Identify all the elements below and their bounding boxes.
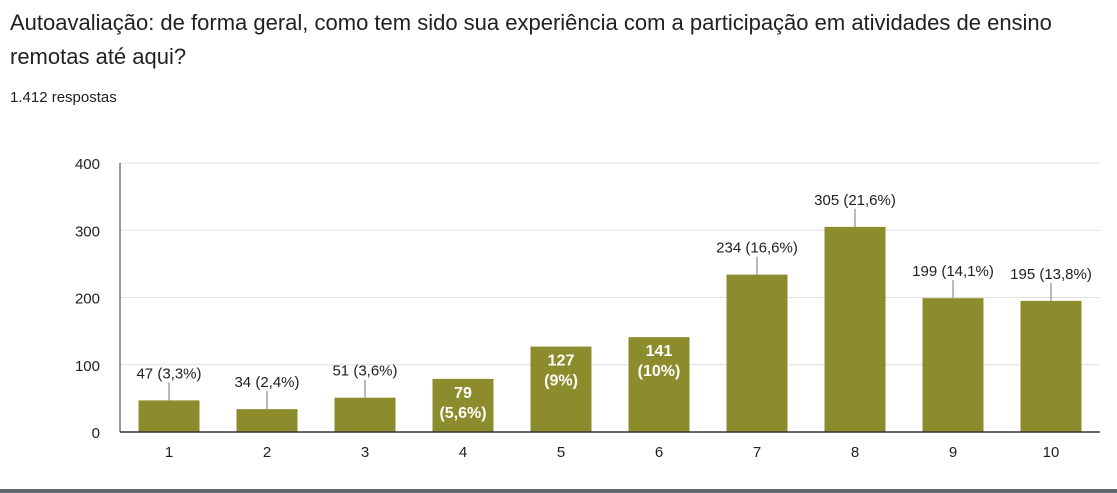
response-count: 1.412 respostas: [10, 89, 117, 106]
data-label: 51 (3,6%): [332, 363, 397, 380]
x-tick-label: 4: [459, 444, 467, 461]
bottom-divider: [0, 489, 1117, 493]
bar: [530, 346, 592, 432]
bar: [824, 226, 886, 432]
bar: [726, 274, 788, 432]
data-label: 199 (14,1%): [912, 263, 994, 280]
bar: [236, 409, 298, 432]
x-tick-label: 2: [263, 444, 271, 461]
y-tick-label: 400: [75, 156, 100, 173]
y-tick-label: 100: [75, 358, 100, 375]
data-label: 47 (3,3%): [136, 365, 201, 382]
y-tick-label: 0: [92, 425, 100, 442]
x-tick-label: 8: [851, 444, 859, 461]
x-tick-label: 3: [361, 444, 369, 461]
data-label: (10%): [638, 363, 681, 380]
bar: [334, 397, 396, 432]
bar: [1020, 300, 1082, 432]
x-tick-label: 7: [753, 444, 761, 461]
y-tick-label: 200: [75, 291, 100, 308]
y-tick-label: 300: [75, 223, 100, 240]
data-label: 305 (21,6%): [814, 192, 896, 209]
x-tick-label: 10: [1043, 444, 1060, 461]
data-label: 34 (2,4%): [234, 374, 299, 391]
x-tick-label: 9: [949, 444, 957, 461]
data-label: 195 (13,8%): [1010, 266, 1092, 283]
data-label: 79: [454, 385, 472, 402]
data-label: (5,6%): [439, 405, 486, 422]
bar: [138, 400, 200, 432]
bar: [432, 378, 494, 432]
x-tick-label: 6: [655, 444, 663, 461]
x-tick-label: 1: [165, 444, 173, 461]
data-label: (9%): [544, 373, 578, 390]
data-label: 234 (16,6%): [716, 240, 798, 257]
data-label: 141: [646, 343, 673, 360]
data-label: 127: [548, 353, 575, 370]
question-title: Autoavaliação: de forma geral, como tem …: [10, 10, 1052, 69]
bar: [628, 337, 690, 432]
bar: [922, 298, 984, 432]
x-tick-label: 5: [557, 444, 565, 461]
